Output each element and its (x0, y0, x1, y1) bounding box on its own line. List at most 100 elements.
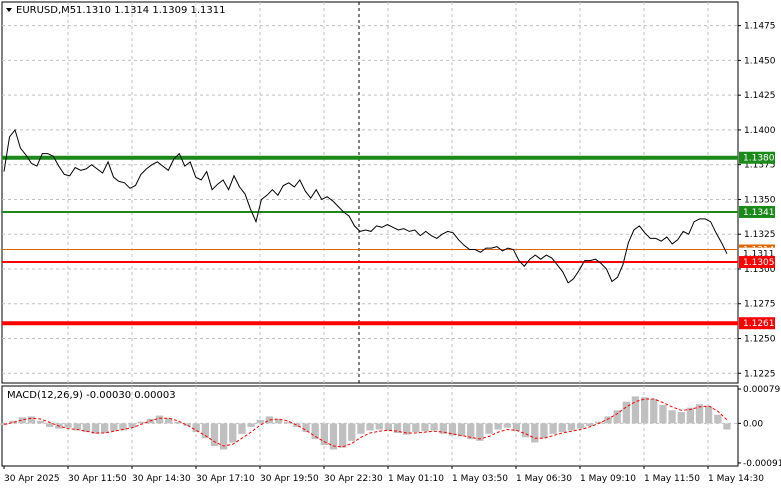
macd-bar (430, 423, 438, 431)
macd-bar (9, 420, 17, 424)
macd-axis[interactable]: 0.00079 0.00 -0.00091 (738, 385, 781, 469)
symbol-header[interactable]: EURUSD,M5 1.1310 1.1314 1.1309 1.1311 (6, 5, 226, 16)
macd-bar (357, 423, 365, 434)
macd-bar (265, 416, 273, 424)
level-label: 1.1380 (743, 154, 775, 164)
macd-bar (686, 407, 694, 424)
main-pane[interactable]: EURUSD,M5 1.1310 1.1314 1.1309 1.1311 (1, 1, 739, 466)
macd-bar (201, 423, 209, 439)
time-label: 30 Apr 22:30 (324, 474, 383, 484)
macd-bar (494, 423, 502, 430)
level-tag (739, 317, 775, 330)
macd-bar (119, 423, 127, 431)
price-label: 1.1400 (744, 126, 776, 136)
macd-bar (284, 421, 292, 424)
macd-bar (439, 423, 447, 434)
time-axis[interactable]: 30 Apr 2025 30 Apr 11:50 30 Apr 14:30 30 Ap… (3, 466, 764, 484)
macd-bar (576, 423, 585, 429)
macd-bar (695, 404, 704, 424)
macd-bar (302, 423, 310, 433)
macd-pane[interactable]: MACD(12,26,9) -0.00030 0.00003 (0, 385, 739, 467)
time-label: 30 Apr 11:50 (68, 474, 127, 484)
macd-bar (366, 423, 374, 431)
macd-histogram (0, 396, 731, 450)
time-label: 1 May 06:30 (516, 474, 572, 484)
macd-signal-line (3, 398, 728, 448)
macd-bar (165, 418, 173, 424)
macd-bar (220, 423, 228, 450)
macd-bar (723, 423, 731, 430)
macd-bar (192, 423, 200, 433)
macd-bar (522, 423, 530, 438)
macd-bar (631, 396, 640, 424)
macd-bar (375, 423, 383, 430)
macd-bar (155, 415, 164, 424)
level-tag (739, 256, 775, 269)
macd-bar (384, 423, 392, 431)
price-label: 1.1450 (744, 56, 776, 66)
price-label: 1.1225 (744, 369, 776, 379)
macd-bar (320, 423, 328, 446)
macd-bar (101, 423, 109, 433)
macd-bar (238, 423, 246, 434)
macd-bar (604, 416, 612, 424)
macd-bar (567, 423, 576, 431)
macd-bar (18, 417, 26, 424)
main-pane-frame (1, 1, 739, 384)
macd-bar (549, 423, 557, 434)
macd-bar (64, 423, 72, 428)
symbol-title: EURUSD,M5 (16, 5, 76, 16)
macd-axis-label: 0.00 (743, 419, 763, 429)
macd-bar (36, 420, 45, 424)
macd-bar (485, 423, 493, 434)
macd-bar (403, 423, 411, 435)
triangle-down-icon[interactable] (6, 8, 12, 12)
macd-bar (467, 423, 475, 440)
time-label: 1 May 14:30 (708, 474, 764, 484)
macd-axis-label: 0.00079 (743, 385, 780, 395)
macd-bar (512, 423, 521, 432)
current-price-label: 1.1311 (743, 250, 775, 260)
macd-bar (586, 423, 594, 426)
level-tag (739, 151, 775, 164)
macd-bar (659, 405, 667, 424)
level-label: 1.1261 (743, 319, 775, 329)
macd-grid (2, 386, 738, 466)
macd-bar (183, 423, 191, 426)
macd-bar (540, 423, 548, 439)
macd-bar (137, 421, 145, 424)
level-label: 1.1305 (743, 258, 775, 268)
macd-bar (46, 423, 54, 427)
macd-bar (247, 423, 255, 427)
price-label: 1.1325 (744, 230, 776, 240)
macd-bar (503, 423, 511, 428)
macd-bar (339, 423, 347, 448)
macd-bar (210, 423, 219, 446)
macd-bar (110, 423, 118, 432)
price-line (3, 128, 728, 284)
macd-bar (641, 397, 649, 424)
macd-bar (448, 423, 457, 436)
macd-bar (73, 423, 81, 431)
macd-bar (91, 423, 100, 434)
level-lines (2, 155, 738, 326)
macd-bar (650, 399, 658, 424)
macd-bar (329, 423, 338, 450)
macd-bar (412, 423, 420, 433)
price-label: 1.1425 (744, 91, 776, 101)
price-axis[interactable]: 1.1475 1.1450 1.1425 1.1400 1.1375 1.1350 1.13… (738, 22, 776, 380)
price-label: 1.1275 (744, 300, 776, 310)
macd-bar (256, 419, 264, 424)
time-label: 1 May 03:50 (452, 474, 508, 484)
time-label: 30 Apr 17:10 (196, 474, 255, 484)
macd-bar (421, 423, 429, 432)
price-label: 1.1300 (744, 265, 776, 275)
main-grid (2, 2, 738, 383)
time-label: 1 May 09:10 (580, 474, 636, 484)
macd-bar (128, 423, 136, 428)
macd-bar (311, 423, 319, 440)
macd-bar (668, 410, 676, 424)
macd-bar (613, 410, 621, 424)
macd-bar (622, 401, 630, 424)
